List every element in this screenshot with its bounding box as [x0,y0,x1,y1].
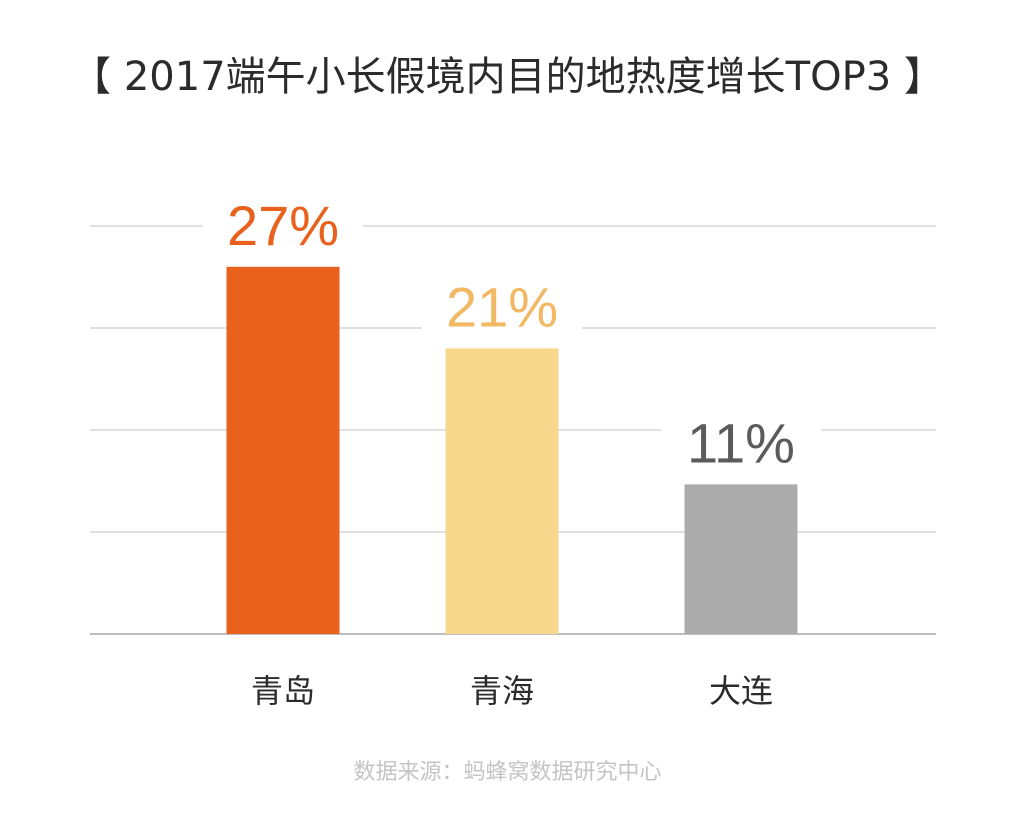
value-label: 27% [227,194,339,257]
bar-2 [445,348,559,634]
value-label-backdrop [422,274,582,337]
category-label: 青岛 [251,672,315,710]
bar-3 [684,484,798,634]
category-label: 大连 [709,672,773,710]
chart-title: 【 2017端午小长假境内目的地热度增长TOP3 】 [71,54,944,100]
value-label-backdrop [661,410,821,473]
value-label: 11% [687,411,795,474]
data-source: 数据来源：蚂蜂窝数据研究中心 [353,760,662,785]
bar-1 [226,266,340,634]
value-label-backdrop [203,192,363,255]
category-label: 青海 [470,672,534,710]
value-label: 21% [446,275,558,338]
